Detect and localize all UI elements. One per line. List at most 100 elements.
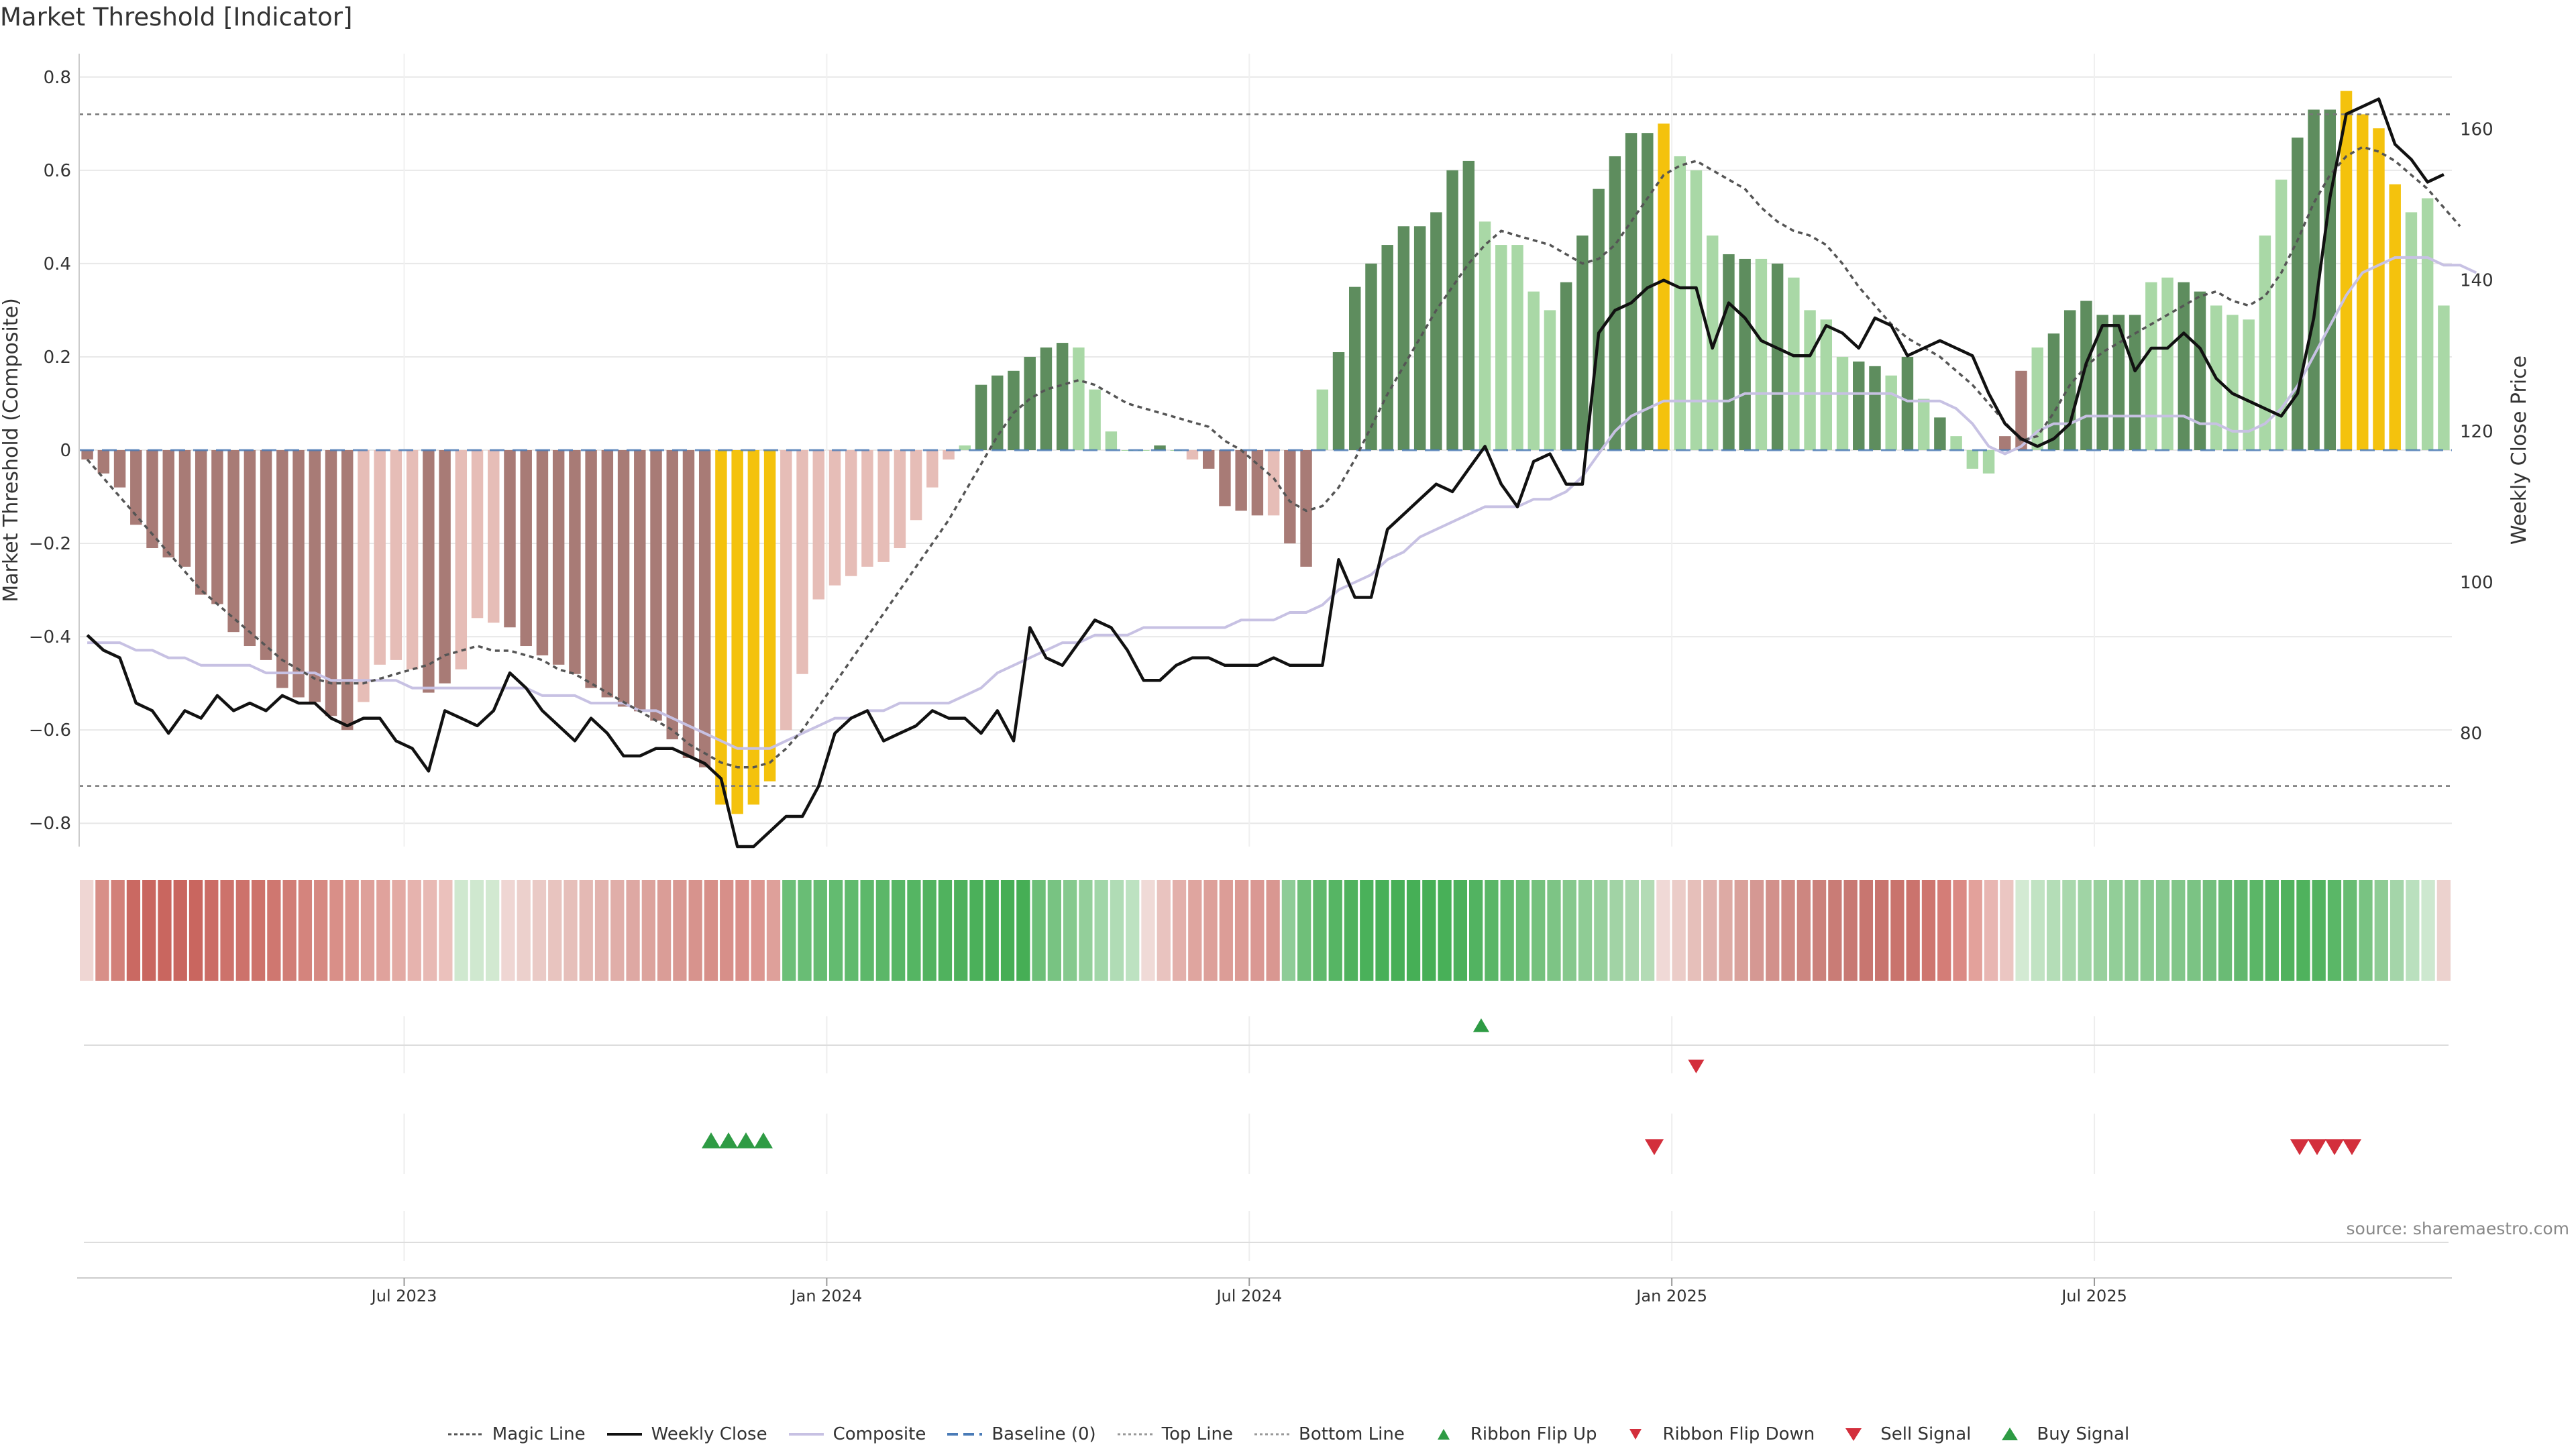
composite-bar xyxy=(309,450,321,702)
ribbon-cell xyxy=(907,880,921,981)
ribbon-cell xyxy=(1328,880,1342,981)
composite-bar xyxy=(1008,370,1020,450)
ribbon-cell xyxy=(892,880,906,981)
ribbon-cell xyxy=(641,880,655,981)
composite-bar xyxy=(406,450,419,669)
composite-bar xyxy=(2292,138,2304,450)
composite-bar xyxy=(2373,128,2385,450)
composite-bar xyxy=(1642,133,1654,450)
legend-item-flip_down: Ribbon Flip Down xyxy=(1617,1424,1815,1444)
ribbon-cell xyxy=(704,880,718,981)
ribbon-cell xyxy=(173,880,187,981)
legend-label: Top Line xyxy=(1161,1424,1233,1444)
ribbon-cell xyxy=(1281,880,1296,981)
legend-item-flip_up: Ribbon Flip Up xyxy=(1425,1424,1597,1444)
ribbon-cell xyxy=(2249,880,2263,981)
left-tick-label: 0.8 xyxy=(44,68,71,88)
ribbon-cell xyxy=(813,880,827,981)
composite-bar xyxy=(845,450,857,576)
ribbon-cell xyxy=(969,880,983,981)
composite-bar xyxy=(894,450,906,549)
composite-bar xyxy=(1430,212,1442,450)
ribbon-cell xyxy=(845,880,859,981)
composite-bar xyxy=(650,450,662,721)
ribbon-cell xyxy=(2436,880,2451,981)
composite-bar xyxy=(1723,254,1735,450)
composite-bar xyxy=(617,450,630,707)
composite-bar xyxy=(2129,315,2141,450)
ribbon-cell xyxy=(1796,880,1811,981)
right-tick-label: 160 xyxy=(2460,120,2493,140)
composite-bar xyxy=(910,450,922,521)
composite-bar xyxy=(1202,450,1215,469)
ribbon-flip-up-marker xyxy=(1472,1018,1489,1032)
ribbon-cell xyxy=(1640,880,1655,981)
ribbon-cell xyxy=(1953,880,1967,981)
ribbon-cell xyxy=(532,880,547,981)
ribbon-cell xyxy=(423,880,437,981)
composite-bar xyxy=(1853,361,1865,450)
ribbon-cell xyxy=(517,880,531,981)
composite-bar xyxy=(1593,189,1605,450)
composite-bar xyxy=(1966,450,1979,469)
composite-bar xyxy=(260,450,272,660)
ribbon-cell xyxy=(610,880,625,981)
composite-bar xyxy=(1901,356,1914,450)
composite-bar xyxy=(1658,123,1670,450)
composite-bar xyxy=(2178,282,2190,450)
legend-item-buy: Buy Signal xyxy=(1991,1424,2129,1444)
ribbon-cell xyxy=(1016,880,1030,981)
legend-label: Buy Signal xyxy=(2037,1424,2130,1444)
ribbon-cell xyxy=(2062,880,2076,981)
composite-bar xyxy=(812,450,825,600)
x-tick-label: Jan 2024 xyxy=(790,1287,863,1305)
composite-bar xyxy=(1820,319,1833,450)
composite-bar xyxy=(1138,450,1150,451)
ribbon-cell xyxy=(1047,880,1061,981)
ribbon-cell xyxy=(922,880,936,981)
composite-bar xyxy=(585,450,597,688)
ribbon-cell xyxy=(673,880,687,981)
legend-item-top: Top Line xyxy=(1116,1424,1233,1444)
ribbon-cell xyxy=(1110,880,1124,981)
right-tick-label: 80 xyxy=(2460,724,2482,744)
buy-signal-marker xyxy=(702,1132,720,1148)
composite-bar xyxy=(1836,356,1849,450)
composite-bar xyxy=(569,450,581,674)
composite-bar xyxy=(2080,301,2092,450)
ribbon-cell xyxy=(235,880,250,981)
composite-bar xyxy=(796,450,808,674)
composite-bar xyxy=(1397,226,1410,450)
ribbon-cell xyxy=(1547,880,1561,981)
ribbon-cell xyxy=(1828,880,1842,981)
x-axis: Jul 2023 Jan 2024 Jul 2024 Jan 2025 Jul 2025 xyxy=(77,1277,2452,1305)
sell-signal-marker xyxy=(2308,1139,2326,1155)
ribbon-cell xyxy=(2218,880,2233,981)
composite-bar xyxy=(2275,179,2288,450)
magic-legend-icon xyxy=(447,1433,483,1436)
ribbon-cell xyxy=(2109,880,2123,981)
composite-bar xyxy=(1690,170,1703,450)
legend-item-close: Weekly Close xyxy=(606,1424,767,1444)
composite-bar xyxy=(763,450,776,782)
composite-bar xyxy=(97,450,110,474)
composite-bar xyxy=(1089,389,1101,450)
composite-bar xyxy=(1511,245,1523,450)
ribbon-cell xyxy=(329,880,343,981)
ribbon-cell xyxy=(1766,880,1780,981)
composite-bar xyxy=(1771,263,1784,450)
ribbon-cell xyxy=(1032,880,1046,981)
ribbon-cell xyxy=(1656,880,1670,981)
composite-bar xyxy=(877,450,890,562)
legend-item-sell: Sell Signal xyxy=(1835,1424,1971,1444)
ribbon-cell xyxy=(2296,880,2310,981)
lines xyxy=(79,97,2477,849)
composite-bar xyxy=(195,450,207,595)
ribbon-cell xyxy=(439,880,453,981)
composite-bar xyxy=(1073,347,1085,450)
composite-bar xyxy=(1267,450,1280,516)
composite-bar xyxy=(162,450,174,557)
composite-bar xyxy=(325,450,337,716)
ribbon-cell xyxy=(2015,880,2029,981)
composite-bar xyxy=(227,450,239,633)
